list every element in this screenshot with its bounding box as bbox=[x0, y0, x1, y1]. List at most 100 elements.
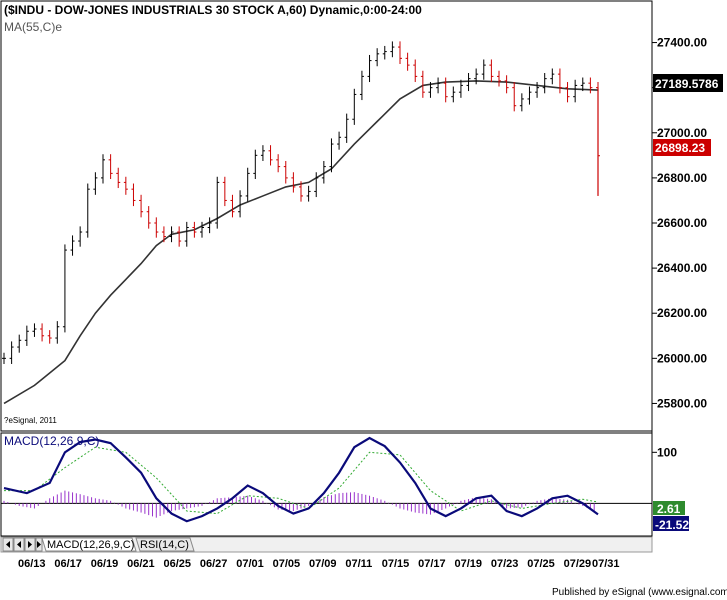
price-bar bbox=[9, 341, 14, 364]
price-bar bbox=[268, 145, 273, 166]
price-tick-label: 26600.00 bbox=[657, 216, 707, 230]
date-tick-label: 07/01 bbox=[236, 558, 264, 570]
price-bar bbox=[40, 323, 45, 342]
price-bar bbox=[85, 183, 90, 238]
signal-badge bbox=[653, 501, 685, 515]
price-bar bbox=[420, 70, 425, 98]
price-bar bbox=[329, 138, 334, 173]
tab-macd[interactable]: MACD(12,26,9,C) bbox=[41, 537, 137, 552]
price-pane-frame bbox=[0, 0, 653, 432]
price-bar bbox=[451, 86, 456, 103]
price-bar bbox=[184, 221, 189, 247]
date-tick-label: 07/29 bbox=[564, 558, 592, 570]
price-bar bbox=[398, 41, 402, 64]
last-price-label: 26898.23 bbox=[655, 141, 705, 155]
price-bar bbox=[527, 86, 532, 105]
price-bar bbox=[154, 217, 159, 238]
price-bar bbox=[253, 149, 258, 180]
date-tick-label: 06/25 bbox=[164, 558, 192, 570]
price-bar bbox=[344, 113, 349, 143]
date-tick-label: 07/09 bbox=[309, 558, 337, 570]
price-bar bbox=[169, 226, 174, 243]
footer-credit: Published by eSignal (www.esignal.com) bbox=[552, 587, 727, 598]
price-bar bbox=[238, 190, 243, 218]
date-tick-label: 06/19 bbox=[91, 558, 119, 570]
price-bar bbox=[123, 176, 128, 195]
price-bar bbox=[93, 172, 98, 195]
price-bar bbox=[436, 77, 441, 94]
price-bar bbox=[337, 131, 342, 150]
tab-rsi-label: RSI(14,C) bbox=[140, 539, 189, 551]
price-bar bbox=[565, 82, 570, 103]
price-tick-label: 27000.00 bbox=[657, 126, 707, 140]
macd-badge bbox=[653, 516, 689, 531]
price-bar bbox=[375, 48, 380, 67]
price-bar bbox=[291, 172, 296, 193]
price-bar bbox=[382, 45, 387, 60]
price-bar bbox=[306, 185, 311, 202]
price-bar bbox=[24, 325, 29, 346]
macd-line bbox=[3, 436, 599, 523]
price-bar bbox=[2, 352, 6, 364]
price-bar bbox=[215, 176, 220, 229]
skip-back-icon bbox=[6, 541, 10, 548]
date-tick-label: 07/11 bbox=[345, 558, 372, 570]
price-bar bbox=[405, 52, 410, 71]
nav-next-button[interactable] bbox=[24, 537, 36, 552]
price-tick-label: 26800.00 bbox=[657, 171, 707, 185]
macd-histogram-layer bbox=[3, 490, 595, 518]
nav-first-button[interactable] bbox=[2, 537, 14, 552]
copyright-text: ?eSignal, 2011 bbox=[4, 416, 57, 425]
price-bar bbox=[207, 217, 212, 234]
tab-rsi[interactable]: RSI(14,C) bbox=[135, 537, 195, 552]
price-bar bbox=[580, 77, 585, 92]
price-bar bbox=[70, 235, 75, 256]
price-bar bbox=[260, 145, 265, 161]
price-bar bbox=[192, 221, 197, 238]
price-bar bbox=[474, 68, 479, 85]
price-bar bbox=[47, 330, 52, 344]
macd-value-label: -21.52 bbox=[655, 518, 689, 532]
date-axis: 06/13 06/17 06/19 06/21 06/25 06/27 07/01 07/05… bbox=[18, 558, 620, 570]
price-bar bbox=[314, 172, 319, 198]
price-bar bbox=[512, 82, 517, 112]
price-bar bbox=[161, 226, 166, 243]
current-price-badge bbox=[653, 74, 723, 92]
price-bar bbox=[557, 68, 562, 94]
price-bar bbox=[146, 206, 151, 229]
price-bar bbox=[321, 160, 326, 184]
price-bar bbox=[55, 321, 60, 344]
arrow-left-icon bbox=[17, 541, 21, 548]
price-bar bbox=[352, 88, 357, 125]
price-bars-layer bbox=[2, 41, 600, 364]
price-bar bbox=[542, 73, 547, 94]
ma-legend: MA(55,C)e bbox=[4, 20, 62, 34]
macd-axis: 100 bbox=[652, 445, 677, 459]
price-bar bbox=[367, 54, 372, 83]
arrow-right-icon bbox=[28, 541, 32, 548]
price-bar bbox=[101, 154, 105, 184]
ma-55-line bbox=[3, 80, 599, 405]
last-price-badge bbox=[653, 139, 711, 156]
price-bar bbox=[489, 59, 494, 83]
price-bar bbox=[200, 221, 204, 238]
price-bar bbox=[443, 77, 448, 103]
price-bar bbox=[588, 77, 593, 94]
date-tick-label: 07/31 bbox=[592, 558, 620, 570]
price-bar bbox=[573, 79, 578, 103]
skip-forward-icon bbox=[37, 541, 41, 548]
nav-last-button[interactable] bbox=[35, 537, 43, 552]
date-tick-label: 06/17 bbox=[54, 558, 82, 570]
price-bar bbox=[230, 194, 235, 218]
date-tick-label: 07/17 bbox=[418, 558, 446, 570]
price-bar bbox=[17, 334, 22, 353]
price-tick-label: 26400.00 bbox=[657, 261, 707, 275]
nav-prev-button[interactable] bbox=[13, 537, 25, 552]
date-tick-label: 07/15 bbox=[382, 558, 410, 570]
price-bar bbox=[62, 244, 67, 333]
price-bar bbox=[222, 176, 227, 207]
price-bar bbox=[481, 59, 486, 80]
price-bar bbox=[390, 41, 395, 58]
price-tick-label: 26200.00 bbox=[657, 306, 707, 320]
